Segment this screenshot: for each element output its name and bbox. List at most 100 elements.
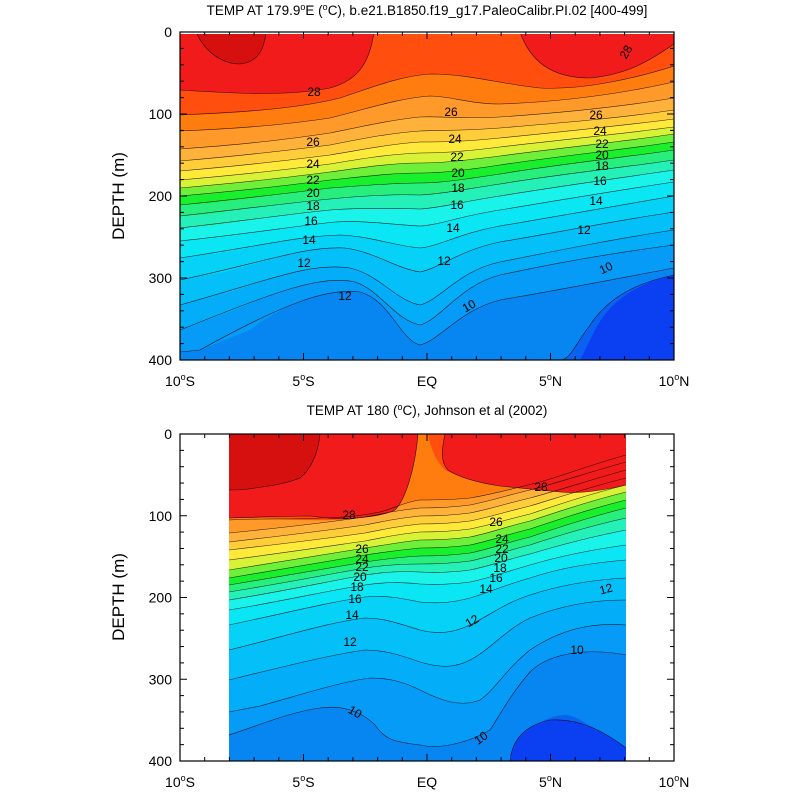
contour-line — [519, 32, 674, 79]
contour-line — [180, 244, 674, 331]
contour-line — [229, 434, 419, 520]
y-tick-label: 100 — [149, 508, 173, 524]
panel-bottom-title: TEMP AT 180 (oC), Johnson et al (2002) — [307, 402, 548, 418]
contour-line — [195, 32, 267, 65]
contour-line — [509, 719, 626, 761]
panel-bottom-ylabel: DEPTH (m) — [109, 553, 128, 641]
panel-bottom-extra-labels: 10 — [570, 643, 584, 657]
x-tick-label: 10oS — [165, 773, 195, 790]
contour-label: 26 — [489, 515, 503, 529]
x-tick-label: EQ — [417, 774, 437, 790]
contour-label: 20 — [595, 148, 609, 162]
contour-line — [229, 599, 626, 681]
contour-line — [180, 141, 674, 197]
contour-line — [229, 517, 626, 593]
panel-top-contour-fill — [180, 32, 674, 360]
contour-line — [229, 477, 626, 551]
contour-label: 26 — [306, 135, 320, 149]
band-above-28 — [229, 434, 626, 519]
contour-label: 22 — [595, 137, 609, 151]
contour-label: 18 — [306, 199, 320, 213]
contour-label: 24 — [495, 532, 509, 546]
contour-label: 28 — [534, 480, 548, 494]
contour-line — [180, 97, 674, 150]
contour-line — [180, 81, 674, 132]
band-deep — [580, 275, 674, 360]
contour-label: 16 — [304, 214, 318, 228]
x-tick-label: 5oN — [539, 372, 562, 389]
y-tick-label: 400 — [149, 753, 173, 769]
contour-label: 24 — [448, 132, 462, 146]
contour-label: 10 — [460, 296, 479, 315]
panel-bottom-contour-lines — [229, 434, 626, 761]
contour-label: 22 — [306, 173, 320, 187]
band-above-28 — [180, 32, 674, 94]
contour-label: 16 — [348, 592, 362, 606]
contour-label: 28 — [342, 508, 356, 522]
contour-label: 26 — [589, 108, 603, 122]
contour-label: 20 — [306, 186, 320, 200]
contour-label: 24 — [355, 552, 369, 566]
contour-label: 10 — [597, 259, 615, 277]
warm-pool — [229, 434, 320, 490]
contour-line — [180, 109, 674, 162]
contour-line — [229, 461, 626, 534]
warm-pool — [196, 32, 266, 64]
contour-line — [229, 577, 626, 651]
contour-line — [180, 195, 674, 259]
contour-label: 18 — [451, 181, 465, 195]
contour-label: 12 — [437, 254, 451, 268]
contour-label: 12 — [577, 223, 591, 237]
contour-label: 28 — [307, 85, 321, 99]
contour-label: 28 — [617, 42, 636, 61]
contour-label: 20 — [353, 570, 367, 584]
y-tick-label: 0 — [164, 24, 172, 40]
y-tick-label: 0 — [164, 426, 172, 442]
y-tick-label: 300 — [149, 270, 173, 286]
contour-label: 14 — [345, 608, 359, 622]
contour-label: 20 — [494, 551, 508, 565]
x-tick-label: 5oS — [292, 372, 314, 389]
x-tick-label: 5oN — [539, 773, 562, 790]
x-tick-label: 10oN — [659, 372, 690, 389]
contour-line — [229, 469, 626, 543]
contour-label: 12 — [343, 635, 357, 649]
panel-top-contour-labels: 28 28 26 26 26 24 24 24 22 22 22 20 20 2… — [297, 42, 635, 315]
contour-label: 14 — [479, 582, 493, 596]
contour-line — [229, 624, 626, 713]
contour-line — [442, 434, 626, 493]
contour-line — [229, 454, 626, 521]
contour-label: 16 — [450, 198, 464, 212]
panel-top: TEMP AT 179.9oE (oC), b.e21.B1850.f19_g1… — [109, 2, 689, 389]
contour-line — [180, 126, 674, 181]
contour-label: 20 — [451, 166, 465, 180]
contour-label: 14 — [302, 233, 316, 247]
contour-line — [180, 133, 674, 189]
y-tick-label: 300 — [149, 671, 173, 687]
contour-label: 24 — [306, 157, 320, 171]
panel-top-axes: 0 100 200 300 400 10oS 5oS EQ 5oN 10oN — [149, 24, 690, 389]
panel-bottom-axes: 0 100 200 300 400 10oS 5oS EQ 5oN 10oN — [149, 426, 690, 790]
contour-line — [229, 484, 626, 561]
x-tick-label: 5oS — [292, 773, 314, 790]
contour-line — [180, 118, 674, 172]
contour-label: 24 — [593, 124, 607, 138]
contour-line — [180, 32, 375, 94]
panel-top-ylabel: DEPTH (m) — [109, 152, 128, 240]
contour-label: 12 — [463, 611, 482, 630]
panel-bottom-contour-fill — [229, 434, 626, 761]
contour-line — [180, 65, 674, 116]
contour-line — [229, 491, 626, 571]
contour-line — [180, 267, 674, 353]
contour-label: 16 — [489, 571, 503, 585]
panel-bottom: TEMP AT 180 (oC), Johnson et al (2002) — [109, 402, 689, 790]
contour-line — [229, 507, 626, 586]
contour-line — [229, 499, 626, 579]
contour-line — [180, 211, 674, 281]
contour-label: 26 — [444, 105, 458, 119]
y-tick-label: 200 — [149, 590, 173, 606]
contour-line — [180, 149, 674, 206]
contour-label: 12 — [598, 580, 615, 597]
panel-top-title: TEMP AT 179.9oE (oC), b.e21.B1850.f19_g1… — [207, 2, 648, 18]
